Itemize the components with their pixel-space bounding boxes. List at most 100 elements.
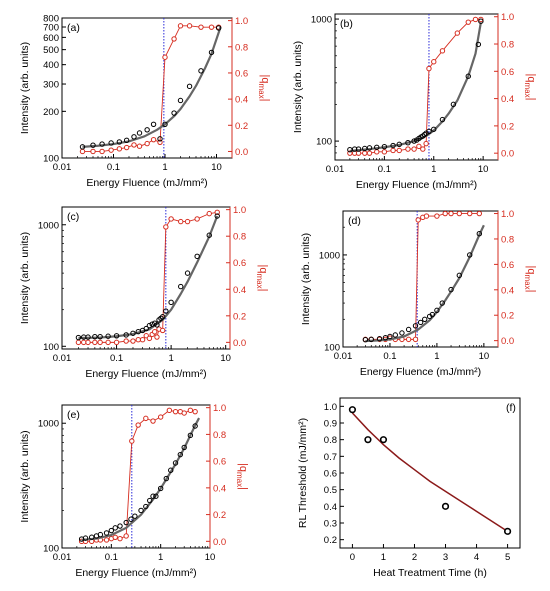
- x-tick-label: 0.01: [334, 351, 353, 362]
- qmax-point: [113, 339, 120, 346]
- panel-label: (b): [340, 18, 353, 30]
- chart-panel-f: 0 1 2 3 4 5 0.2 0.3 0.4 0.5 0.6 0.7 0.8 0.9 1.0 Heat Tr…: [297, 397, 521, 579]
- qmax-point: [154, 334, 160, 340]
- y-tick-label: 400: [43, 60, 59, 71]
- x-tick-label: 0.01: [326, 164, 345, 175]
- qmax-point: [159, 327, 166, 334]
- x-tick-label: 1: [434, 351, 439, 362]
- intensity-point: [131, 134, 137, 140]
- qmax-point: [181, 410, 187, 416]
- y2-tick-label: 0.6: [235, 68, 248, 79]
- intensity-point: [108, 527, 115, 534]
- y2-tick-label: 0.8: [235, 42, 248, 53]
- qmax-point: [412, 336, 419, 343]
- y2-tick-label: 0.4: [501, 94, 514, 105]
- x-tick-label: 10: [220, 353, 231, 364]
- qmax-point: [123, 144, 130, 151]
- y2-tick-label: 0.0: [233, 338, 246, 349]
- y-tick-label: 1000: [38, 220, 59, 231]
- intensity-point: [429, 311, 436, 318]
- qmax-point: [381, 149, 388, 155]
- intensity-point: [163, 475, 169, 482]
- intensity-point: [116, 139, 123, 145]
- qmax-point: [465, 19, 471, 25]
- intensity-point: [138, 507, 144, 514]
- qmax-point: [206, 210, 212, 217]
- qmax-point: [85, 339, 91, 346]
- y2-tick-label: 1.0: [213, 403, 226, 414]
- qmax-point: [415, 217, 421, 223]
- y2-tick-label: 0.4: [213, 483, 226, 494]
- y-axis-title: Intensity (arb. units): [292, 41, 304, 133]
- intensity-point: [450, 101, 457, 108]
- intensity-point: [374, 144, 380, 150]
- intensity-point: [411, 138, 417, 144]
- y-axis-title: Intensity (arb. units): [19, 42, 31, 134]
- intensity-point: [478, 18, 484, 24]
- chart-panel-d: 0.01 0.1 1 10 100 1000 Energy Fluence (mJ/mm²)…: [300, 209, 537, 378]
- y-tick-label: 200: [43, 107, 59, 118]
- intensity-point: [465, 73, 471, 79]
- intensity-point: [168, 467, 174, 473]
- qmax-point: [396, 147, 402, 154]
- x-axis-title: Energy Fluence (mJ/mm²): [75, 567, 196, 579]
- qmax-point: [208, 24, 215, 30]
- intensity-point: [362, 337, 369, 343]
- intensity-fit-curve: [82, 26, 222, 148]
- y2-tick-label: 0.6: [233, 258, 246, 269]
- y-tick-label: 1000: [311, 15, 332, 26]
- intensity-point: [187, 432, 194, 439]
- threshold-fit-curve: [351, 412, 508, 532]
- intensity-point: [181, 444, 187, 451]
- threshold-point: [379, 436, 388, 444]
- intensity-point: [381, 143, 388, 150]
- chart-panel-b: 0.01 0.1 1 10 100 1000 Energy Fluence (mJ/mm²)…: [292, 12, 537, 191]
- qmax-point: [146, 335, 153, 342]
- qmax-point: [456, 210, 463, 217]
- y-tick-label: 0.3: [324, 519, 337, 530]
- qmax-point: [423, 213, 430, 219]
- qmax-point: [411, 146, 417, 152]
- y2-tick-label: 1.0: [501, 12, 514, 23]
- y2-axis-title-text: |qmax|: [523, 266, 537, 293]
- y-tick-label: 100: [43, 342, 59, 353]
- intensity-point: [399, 330, 405, 336]
- intensity-point: [153, 493, 159, 499]
- qmax-point: [184, 218, 191, 225]
- intensity-point: [431, 126, 437, 132]
- threshold-point: [503, 527, 512, 535]
- y-tick-label: 300: [43, 80, 59, 91]
- x-tick-label: 0.1: [378, 164, 391, 175]
- qmax-point: [405, 146, 411, 152]
- y2-axis-title: |qmax|: [255, 265, 269, 292]
- y-tick-label: 800: [43, 14, 59, 25]
- x-tick-label: 0.1: [110, 353, 123, 364]
- intensity-point: [475, 41, 482, 48]
- plot-frame: [61, 206, 231, 350]
- qmax-point: [439, 48, 446, 54]
- intensity-point: [130, 330, 136, 336]
- intensity-point: [405, 326, 412, 333]
- y-tick-label: 1.0: [324, 402, 337, 413]
- threshold-point: [364, 436, 372, 444]
- y2-tick-label: 0.4: [233, 285, 246, 296]
- chart-panel-c: 0.01 0.1 1 10 100 1000 Energy Fluence (mJ/mm²)…: [19, 205, 269, 380]
- intensity-point: [150, 493, 156, 499]
- qmax-point: [366, 150, 373, 156]
- y2-axis-title-text: |qmax|: [235, 463, 249, 490]
- y-tick-label: 600: [43, 33, 59, 44]
- qmax-point: [143, 415, 149, 422]
- x-tick-label: 0.1: [105, 552, 118, 563]
- panel-label: (a): [67, 22, 80, 34]
- qmax-point: [108, 147, 114, 153]
- x-tick-label: 1: [168, 353, 173, 364]
- intensity-point: [97, 531, 104, 538]
- y2-tick-label: 0.0: [501, 336, 514, 347]
- intensity-point: [476, 231, 483, 237]
- y-tick-label: 1000: [319, 250, 340, 261]
- x-tick-label: 0.01: [53, 162, 72, 173]
- intensity-point: [422, 316, 428, 322]
- intensity-point: [405, 140, 411, 146]
- chart-panel-e: 0.01 0.1 1 10 100 1000 Energy Fluence (mJ/mm²)…: [19, 403, 249, 579]
